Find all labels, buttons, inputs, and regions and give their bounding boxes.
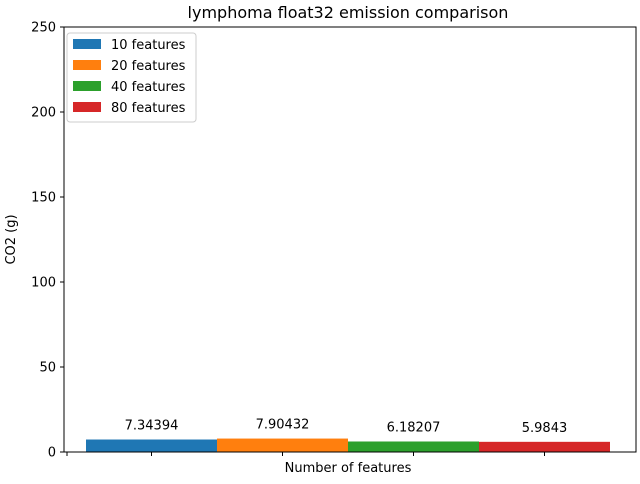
- bar-value-label: 6.18207: [387, 420, 441, 435]
- bar-value-label: 5.9843: [522, 421, 568, 436]
- legend-swatch: [73, 39, 101, 49]
- y-axis-label: CO2 (g): [4, 214, 19, 264]
- legend-label: 10 features: [111, 38, 186, 53]
- bar-labels: 7.34394 7.90432 6.18207 5.9843: [125, 418, 568, 436]
- y-axis-ticks: 0 50 100 150 200 250: [31, 21, 64, 461]
- y-tick-label: 100: [31, 276, 56, 291]
- y-tick-label: 200: [31, 106, 56, 121]
- legend-swatch: [73, 81, 101, 91]
- bar-value-label: 7.90432: [256, 418, 310, 433]
- y-tick-label: 150: [31, 191, 56, 206]
- x-axis-label: Number of features: [285, 461, 412, 476]
- legend-swatch: [73, 60, 101, 70]
- bar-10-features: [86, 439, 217, 452]
- y-tick-label: 0: [48, 446, 56, 461]
- legend-label: 40 features: [111, 80, 186, 95]
- bar-80-features: [479, 441, 610, 452]
- bar-40-features: [348, 441, 479, 452]
- x-axis-ticks: [66, 452, 545, 456]
- y-tick-label: 250: [31, 21, 56, 36]
- bars: [86, 438, 610, 452]
- bar-value-label: 7.34394: [125, 419, 179, 434]
- y-tick-label: 50: [39, 361, 56, 376]
- legend-label: 20 features: [111, 59, 186, 74]
- legend: 10 features 20 features 40 features 80 feat…: [66, 32, 197, 123]
- plot-area-frame: [63, 26, 637, 453]
- bar-20-features: [217, 438, 348, 452]
- chart-title: lymphoma float32 emission comparison: [188, 3, 509, 22]
- legend-label: 80 features: [111, 101, 186, 116]
- legend-frame: [66, 32, 197, 123]
- legend-swatch: [73, 102, 101, 112]
